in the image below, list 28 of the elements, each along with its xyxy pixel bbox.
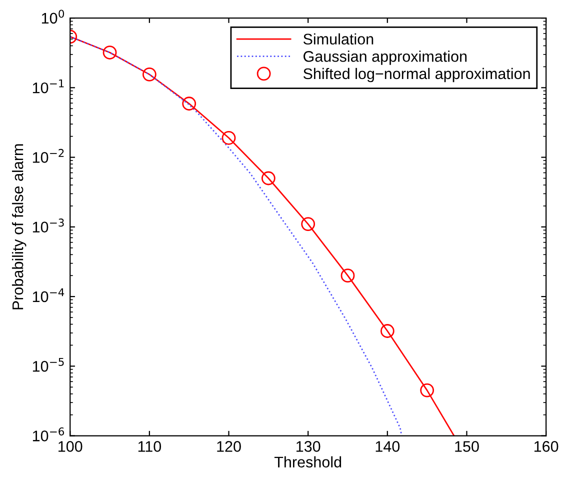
y-tick-label: 10$^{0}$ xyxy=(42,10,64,24)
y-tick-label: 10$^{−3}$ xyxy=(32,218,64,232)
point xyxy=(420,383,434,398)
legend-label: Gaussian approximation xyxy=(304,50,467,65)
x-axis-title: Threshold xyxy=(274,456,342,468)
point xyxy=(261,171,276,186)
point xyxy=(102,46,117,60)
x-tick-label: 120 xyxy=(217,441,241,452)
point xyxy=(340,268,355,283)
x-tick-label: 150 xyxy=(455,441,479,452)
legend-label: Simulation xyxy=(303,33,374,45)
x-tick-label: 110 xyxy=(138,441,162,452)
point xyxy=(142,67,156,82)
x-tick-label: 100 xyxy=(58,441,82,452)
legend-label: Shifted log−normal approximation xyxy=(303,68,530,82)
point xyxy=(380,324,394,338)
y-tick-label: 10$^{−2}$ xyxy=(32,148,64,163)
y-tick-label: 10$^{−1}$ xyxy=(32,79,64,94)
y-tick-label: 10$^{−5}$ xyxy=(32,358,64,372)
x-tick-label: 130 xyxy=(296,441,320,452)
point xyxy=(301,217,316,231)
y-axis-title: Probability of false alarm xyxy=(12,144,26,310)
x-tick-label: 160 xyxy=(534,441,558,452)
point xyxy=(222,130,236,145)
x-tick-label: 140 xyxy=(376,441,400,452)
y-tick-label: 10$^{−6}$ xyxy=(32,427,64,442)
point xyxy=(182,96,196,111)
y-tick-label: 10$^{−4}$ xyxy=(32,288,64,302)
